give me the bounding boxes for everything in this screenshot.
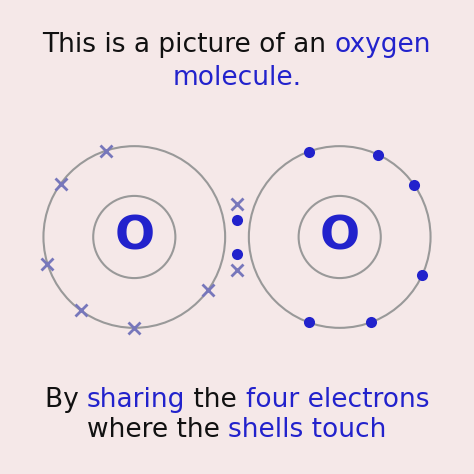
Text: This is a picture of an: This is a picture of an	[43, 32, 335, 58]
Text: sharing: sharing	[87, 387, 185, 413]
Text: where the: where the	[87, 417, 228, 443]
Text: oxygen: oxygen	[335, 32, 431, 58]
Text: the: the	[185, 387, 246, 413]
Text: O: O	[319, 215, 360, 259]
Text: four electrons: four electrons	[246, 387, 429, 413]
Text: molecule.: molecule.	[173, 65, 301, 91]
Text: O: O	[114, 215, 155, 259]
Text: By: By	[45, 387, 87, 413]
Text: shells touch: shells touch	[228, 417, 387, 443]
